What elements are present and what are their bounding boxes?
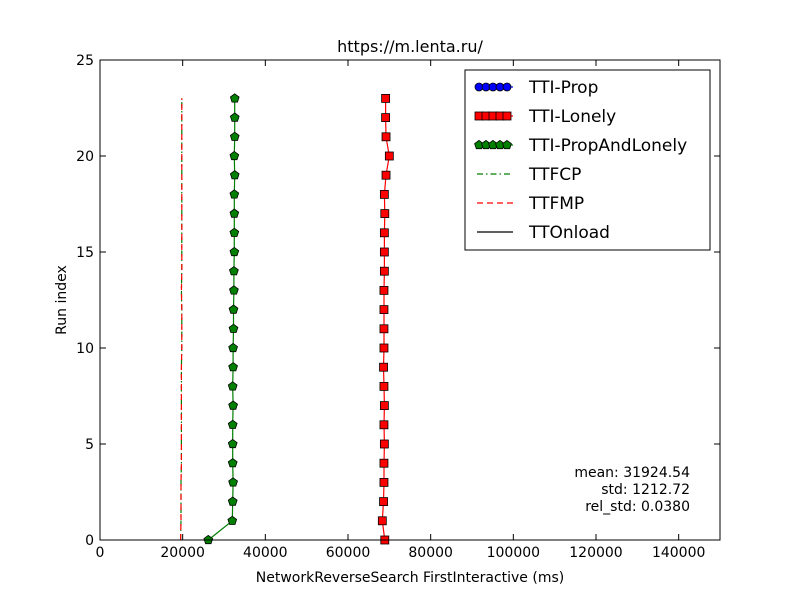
data-point-tti-lonely	[379, 285, 389, 295]
data-point-tti-propandlonely	[229, 189, 240, 199]
x-tick-label: 60000	[326, 545, 371, 561]
data-point-tti-lonely	[379, 362, 388, 372]
x-tick-label: 40000	[243, 545, 288, 561]
data-point-tti-propandlonely	[229, 170, 240, 180]
data-point-tti-lonely	[380, 209, 390, 219]
data-point-tti-lonely	[379, 324, 389, 334]
y-tick-label: 10	[76, 341, 94, 357]
data-point-tti-propandlonely	[229, 285, 239, 295]
data-point-tti-lonely	[379, 477, 389, 487]
y-tick-label: 25	[76, 53, 94, 69]
x-tick-label: 120000	[569, 545, 622, 561]
data-point-tti-propandlonely	[229, 246, 240, 257]
y-tick-label: 15	[76, 245, 94, 261]
legend-entry: TTI-Lonely	[474, 107, 616, 127]
x-axis-label: NetworkReverseSearch FirstInteractive (m…	[256, 570, 564, 586]
data-point-tti-propandlonely	[228, 304, 239, 314]
data-point-tti-propandlonely	[229, 227, 240, 237]
x-tick-label: 140000	[652, 545, 705, 561]
series-tti-lonely	[377, 94, 394, 545]
legend-entry: TTOnload	[477, 223, 610, 243]
legend-entry: TTI-Prop	[474, 78, 598, 98]
series-ttfmp	[180, 98, 183, 541]
data-point-tti-lonely	[381, 132, 391, 142]
data-point-tti-lonely	[377, 516, 387, 526]
data-point-tti-lonely	[379, 458, 389, 468]
legend-marker	[502, 111, 512, 121]
data-point-tti-lonely	[379, 439, 389, 449]
axes: 0 20000 40000 60000 80000 100000 120000 140000 0…	[76, 53, 721, 561]
data-point-tti-propandlonely	[229, 150, 240, 161]
data-point-tti-lonely	[379, 266, 389, 276]
legend-entry: TTI-PropAndLonely	[474, 136, 687, 156]
data-point-tti-propandlonely	[228, 342, 238, 353]
data-point-tti-propandlonely	[228, 477, 238, 487]
data-point-tti-lonely	[379, 497, 388, 507]
y-tick-label: 0	[85, 533, 94, 549]
legend-label: TTI-Prop	[528, 78, 598, 98]
x-tick-label: 100000	[487, 545, 540, 561]
data-point-tti-propandlonely	[227, 458, 238, 468]
data-point-tti-lonely	[379, 305, 389, 315]
legend-entry: TTFMP	[477, 194, 584, 214]
data-point-tti-lonely	[379, 247, 389, 257]
legend-box	[464, 69, 711, 251]
data-point-tti-propandlonely	[229, 112, 240, 122]
data-point-tti-propandlonely	[228, 323, 239, 333]
data-point-tti-propandlonely	[227, 419, 238, 429]
x-tick-label: 0	[96, 545, 105, 561]
plot-frame	[99, 59, 721, 541]
data-point-tti-lonely	[381, 94, 391, 103]
data-point-tti-lonely	[379, 228, 389, 238]
data-point-tti-propandlonely	[228, 400, 238, 410]
x-tick-label: 80000	[408, 545, 453, 561]
data-point-tti-lonely	[379, 401, 389, 411]
series-line-ttfmp	[180, 98, 183, 541]
data-point-tti-propandlonely	[228, 362, 238, 372]
data-point-tti-lonely	[379, 420, 389, 430]
legend-label: TTI-PropAndLonely	[528, 136, 687, 156]
data-point-tti-lonely	[384, 151, 394, 161]
data-point-tti-propandlonely	[229, 131, 240, 141]
y-tick-label: 5	[85, 437, 94, 453]
legend-label: TTFCP	[528, 165, 581, 185]
legend-marker	[502, 82, 512, 92]
data-point-tti-propandlonely	[229, 93, 240, 103]
chart-title: https://m.lenta.ru/	[337, 37, 483, 56]
stats-line: rel_std: 0.0380	[585, 499, 690, 515]
legend-label: TTFMP	[528, 194, 584, 214]
data-point-tti-propandlonely	[227, 381, 238, 391]
plot-area	[180, 93, 394, 545]
data-point-tti-propandlonely	[229, 266, 239, 276]
data-point-tti-lonely	[379, 381, 389, 391]
data-point-tti-lonely	[379, 343, 389, 353]
data-point-tti-lonely	[381, 170, 391, 180]
legend-label: TTI-Lonely	[528, 107, 616, 127]
legend-label: TTOnload	[528, 223, 610, 243]
legend-entry: TTFCP	[477, 165, 581, 185]
data-point-tti-propandlonely	[227, 496, 238, 506]
data-point-tti-propandlonely	[227, 515, 238, 525]
series-tti-propandlonely	[203, 93, 240, 545]
data-point-tti-lonely	[381, 113, 391, 122]
stats-line: std: 1212.72	[601, 482, 690, 498]
x-tick-label: 20000	[160, 545, 205, 561]
data-point-tti-propandlonely	[229, 208, 240, 218]
stats-line: mean: 31924.54	[574, 465, 690, 481]
legend-marker	[502, 139, 512, 150]
legend: TTI-Prop TTI-Lonely TTI-PropAndLonely TTFCP…	[464, 69, 711, 251]
y-axis-label: Run index	[54, 265, 70, 335]
y-tick-label: 20	[76, 149, 94, 165]
data-point-tti-lonely	[379, 189, 389, 199]
data-point-tti-propandlonely	[227, 438, 238, 449]
